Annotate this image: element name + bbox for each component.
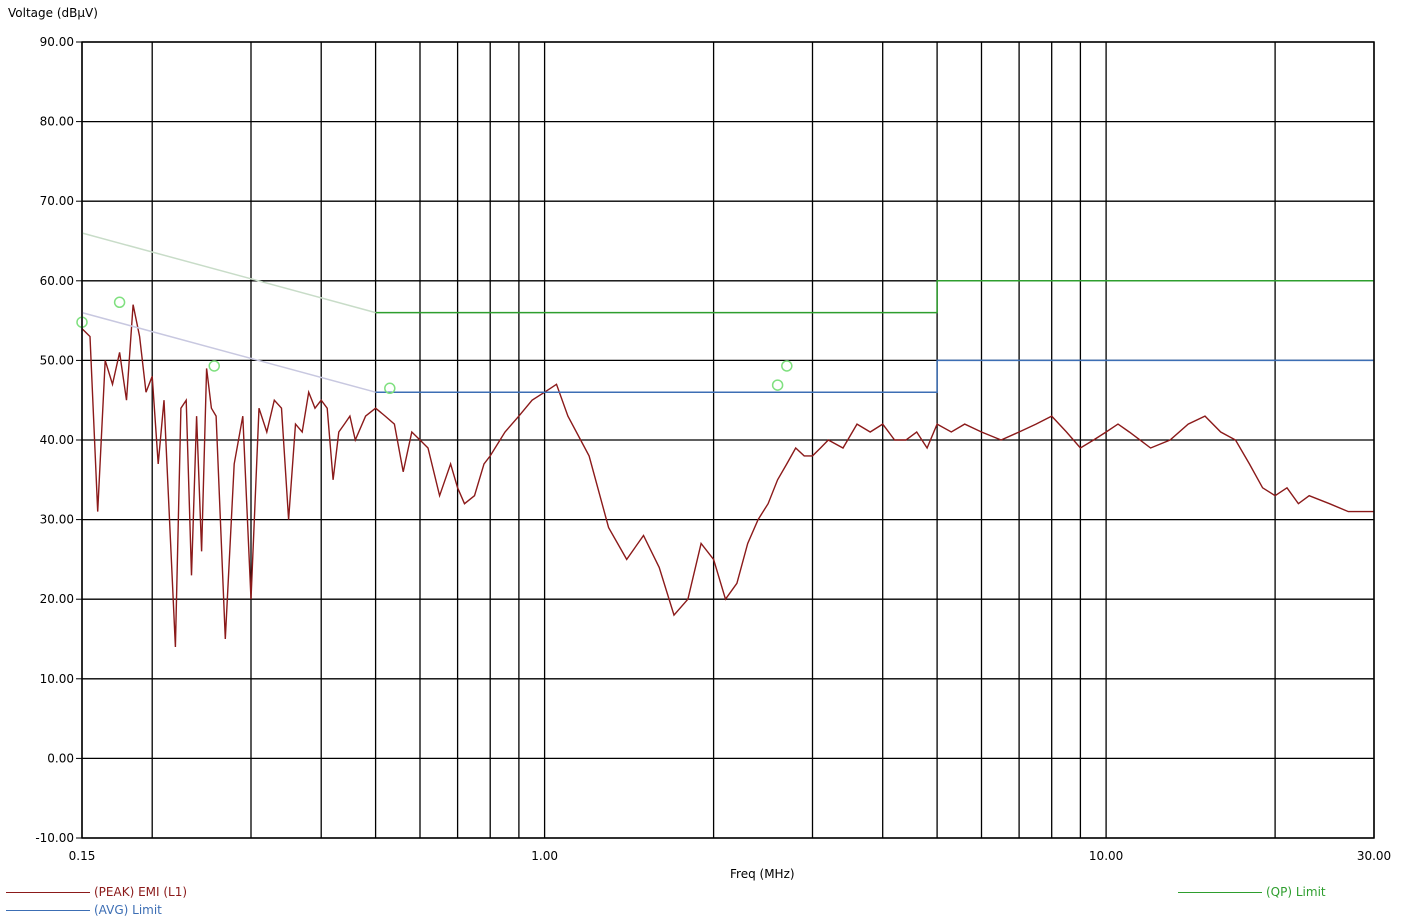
y-tick-label: 60.00 bbox=[40, 274, 74, 288]
y-tick-label: 80.00 bbox=[40, 115, 74, 129]
legend-avg-label: (AVG) Limit bbox=[94, 903, 162, 917]
y-tick-label: -10.00 bbox=[35, 831, 74, 845]
legend-qp: (QP) Limit bbox=[1178, 885, 1326, 899]
peak-marker bbox=[771, 379, 784, 391]
x-tick-label: 1.00 bbox=[531, 849, 558, 863]
y-tick-label: 20.00 bbox=[40, 592, 74, 606]
y-tick-label: 50.00 bbox=[40, 353, 74, 367]
y-tick-label: 10.00 bbox=[40, 672, 74, 686]
y-tick-label: 0.00 bbox=[47, 751, 74, 765]
y-tick-label: 70.00 bbox=[40, 194, 74, 208]
legend-peak-swatch bbox=[6, 891, 90, 893]
limit-slope-line bbox=[81, 311, 376, 393]
x-tick-label: 10.00 bbox=[1089, 849, 1123, 863]
legend-qp-label: (QP) Limit bbox=[1266, 885, 1326, 899]
legend-peak-label: (PEAK) EMI (L1) bbox=[94, 885, 188, 899]
y-tick-label: 30.00 bbox=[40, 513, 74, 527]
plot-frame bbox=[81, 41, 1375, 839]
y-tick-labels: 90.00 80.00 70.00 60.00 50.00 40.00 30.00 20.00… bbox=[35, 35, 74, 845]
x-tick-labels: 0.15 1.00 10.00 30.00 bbox=[69, 849, 1392, 863]
y-tick-label: 40.00 bbox=[40, 433, 74, 447]
peak-marker bbox=[208, 360, 220, 372]
legend-avg-swatch bbox=[6, 909, 90, 911]
y-axis-label: Voltage (dBμV) bbox=[8, 6, 98, 20]
qp-limit-line bbox=[375, 280, 1374, 314]
avg-limit-line bbox=[375, 359, 1374, 393]
y-tick-label: 90.00 bbox=[40, 35, 74, 49]
legend-qp-swatch bbox=[1178, 891, 1262, 893]
x-tick-label: 0.15 bbox=[69, 849, 96, 863]
x-axis-label: Freq (MHz) bbox=[730, 867, 795, 881]
legend-avg: (AVG) Limit bbox=[6, 903, 162, 917]
series-lines bbox=[81, 232, 1374, 648]
peak-marker bbox=[384, 382, 396, 395]
peak-marker bbox=[113, 296, 126, 309]
limit-slope-line bbox=[81, 232, 376, 314]
x-tick-label: 30.00 bbox=[1357, 849, 1391, 863]
peak-marker bbox=[781, 360, 793, 372]
legend-peak: (PEAK) EMI (L1) bbox=[6, 885, 187, 899]
